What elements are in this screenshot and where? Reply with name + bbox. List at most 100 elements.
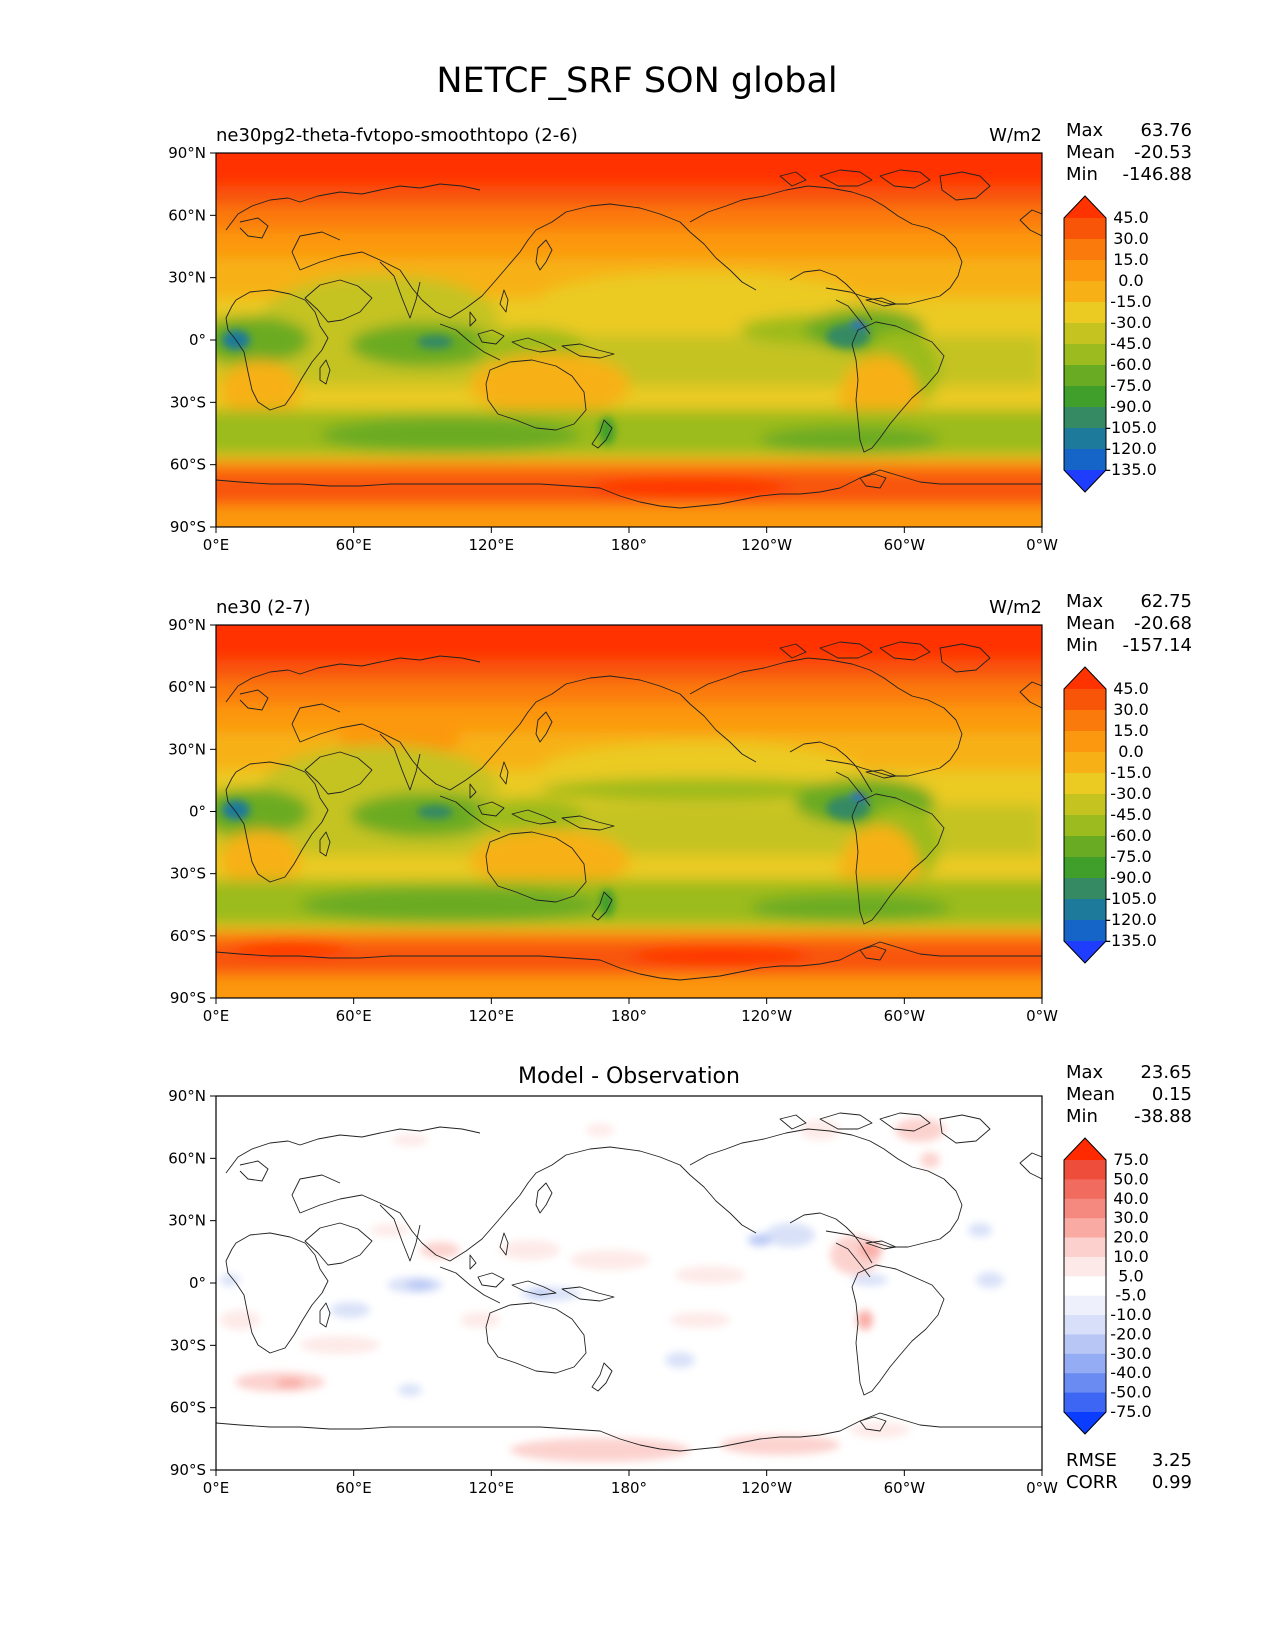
panel-label-2: ne30 (2-7) [216,597,311,618]
stat-mean-label-2: Mean [1066,613,1115,634]
colorbar-extend-bottom [1064,470,1106,492]
colorbar-tick-label: 10.0 [1113,1247,1149,1266]
y-tick-label: 90°N [168,616,206,634]
x-tick-label: 180° [611,536,647,554]
colorbar-tick-label: -105.0 [1105,889,1157,908]
colorbar-swatch [1064,878,1106,900]
stat-max-value-2: 62.75 [1140,591,1192,612]
stats-2: Max 62.75 Mean -20.68 Min -157.14 [1066,591,1192,656]
units-label-2: W/m2 [989,597,1042,618]
x-tick-label: 120°W [741,1479,792,1497]
colorbar-tick-label: 0.0 [1118,271,1143,290]
colorbar-outline [1063,1137,1107,1435]
stat-min-value-3: -38.88 [1134,1106,1192,1127]
colorbar-swatch [1064,281,1106,303]
x-tick-label: 0°W [1026,1479,1058,1497]
y-tick-label: 90°S [170,989,206,1007]
stat-mean-value-3: 0.15 [1152,1084,1192,1105]
colorbar-3: 75.050.040.030.020.010.05.0-5.0-10.0-20.… [1063,1137,1152,1435]
colorbar-swatch [1064,710,1106,732]
x-tick-label: 60°E [336,1007,372,1025]
metric-rmse-value: 3.25 [1152,1450,1192,1471]
colorbar-swatch [1064,920,1106,942]
y-tick-label: 60°S [170,1399,206,1417]
panel-title-3: Model - Observation [518,1064,740,1089]
y-tick-label: 0° [189,1274,206,1292]
colorbar-tick-label: -20.0 [1110,1324,1151,1343]
x-tick-label: 0°E [203,536,230,554]
y-tick-label: 0° [189,331,206,349]
metric-corr-label: CORR [1066,1472,1118,1493]
colorbar-tick-label: 75.0 [1113,1150,1149,1169]
colorbar-swatch [1064,386,1106,408]
stat-max-value-3: 23.65 [1140,1062,1192,1083]
colorbar-tick-label: -30.0 [1110,313,1151,332]
x-tick-label: 120°E [469,1007,515,1025]
colorbar-swatch [1064,1334,1106,1355]
colorbar-tick-label: 45.0 [1113,679,1149,698]
colorbar-swatch [1064,428,1106,450]
stat-min-value-1: -146.88 [1123,164,1192,185]
x-tick-label: 180° [611,1007,647,1025]
colorbar-swatch [1064,1160,1106,1180]
colorbar-1: 45.0 30.0 15.0 0.0 -15.0 -30.0 -45.0 -60.0 -75.0… [1063,195,1157,493]
colorbar-swatch [1064,323,1106,345]
colorbar-tick-label: -40.0 [1110,1363,1151,1382]
panel-2: ne30 (2-7) W/m2 0°E 60°E 120°E 180° 120°W 60°… [168,591,1192,1025]
colorbar-tick-label: -120.0 [1105,910,1157,929]
figure-title: NETCF_SRF SON global [436,61,837,101]
x-axis-2: 0°E 60°E 120°E 180° 120°W 60°W 0°W [203,998,1058,1025]
colorbar-tick-label: 5.0 [1118,1266,1143,1285]
colorbar-swatch [1064,302,1106,324]
colorbar-tick-label: 50.0 [1113,1169,1149,1188]
colorbar-swatch [1064,1218,1106,1239]
y-tick-label: 0° [189,803,206,821]
map-field-2 [216,625,1042,998]
stats-3: Max 23.65 Mean 0.15 Min -38.88 [1066,1062,1192,1127]
map-field-1 [216,153,1042,527]
colorbar-swatch [1064,752,1106,774]
colorbar-tick-label: -120.0 [1105,439,1157,458]
stat-mean-value-1: -20.53 [1134,142,1192,163]
colorbar-swatch [1064,344,1106,366]
x-tick-label: 60°E [336,1479,372,1497]
x-tick-label: 120°E [469,536,515,554]
y-tick-label: 90°N [168,1087,206,1105]
colorbar-swatch [1064,773,1106,795]
x-tick-label: 60°W [884,1479,926,1497]
stat-max-label-3: Max [1066,1062,1104,1083]
stat-min-label-3: Min [1066,1106,1098,1127]
y-axis-2: 90°N 60°N 30°N 0° 30°S 60°S 90°S [168,616,216,1007]
y-tick-label: 90°N [168,144,206,162]
y-tick-label: 90°S [170,1461,206,1479]
colorbar-swatch [1064,794,1106,816]
colorbar-swatch [1064,836,1106,858]
colorbar-tick-label: 45.0 [1113,208,1149,227]
x-tick-label: 0°W [1026,536,1058,554]
colorbar-swatch [1064,1276,1106,1297]
x-tick-label: 60°E [336,536,372,554]
colorbar-tick-label: -45.0 [1110,805,1151,824]
colorbar-swatch [1064,1256,1106,1277]
stat-max-label-1: Max [1066,120,1104,141]
units-label-1: W/m2 [989,125,1042,146]
x-tick-label: 60°W [884,536,926,554]
x-tick-label: 180° [611,1479,647,1497]
metric-corr-value: 0.99 [1152,1472,1192,1493]
stats-1: Max 63.76 Mean -20.53 Min -146.88 [1066,120,1192,185]
panel-label-1: ne30pg2-theta-fvtopo-smoothtopo (2-6) [216,125,578,146]
y-tick-label: 30°N [168,740,206,758]
colorbar-tick-label: 30.0 [1113,1208,1149,1227]
colorbar-swatch [1064,239,1106,261]
colorbar-tick-label: -50.0 [1110,1383,1151,1402]
panel-1: ne30pg2-theta-fvtopo-smoothtopo (2-6) W/… [168,120,1192,554]
colorbar-tick-label: 0.0 [1118,742,1143,761]
colorbar-swatch [1064,1315,1106,1335]
colorbar-tick-label: -75.0 [1110,376,1151,395]
stat-mean-value-2: -20.68 [1134,613,1192,634]
y-tick-label: 60°N [168,678,206,696]
y-tick-label: 30°S [170,1336,206,1354]
y-tick-label: 60°S [170,456,206,474]
colorbar-outline [1063,195,1107,493]
colorbar-tick-label: 30.0 [1113,229,1149,248]
